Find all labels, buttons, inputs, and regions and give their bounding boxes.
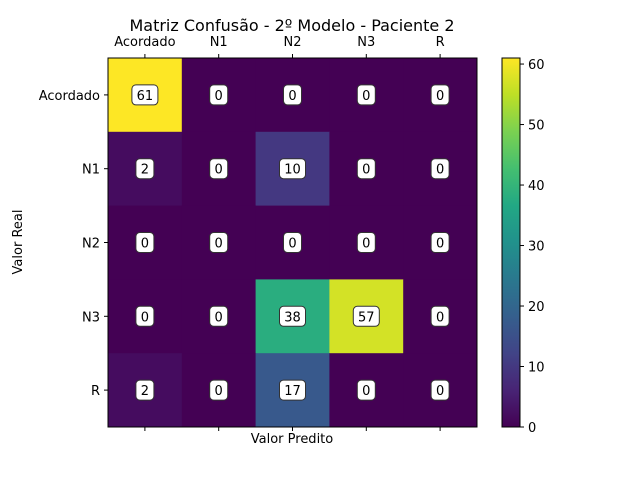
cell-label-box xyxy=(279,305,306,327)
cell-value: 0 xyxy=(141,237,149,252)
cell-value: 0 xyxy=(362,384,370,399)
cell-label-box xyxy=(356,232,376,253)
cell-label-box xyxy=(135,305,155,327)
cell-value: 0 xyxy=(288,237,296,252)
cell-label-box xyxy=(430,232,450,253)
cell-value: 0 xyxy=(362,89,370,104)
colorbar-tick-label: 0 xyxy=(528,421,536,436)
chart-title: Matriz Confusão - 2º Modelo - Paciente 2 xyxy=(129,16,454,35)
y-tick-label: Acordado xyxy=(39,89,100,104)
cell-label-box xyxy=(279,379,306,401)
cell-value: 0 xyxy=(436,384,444,399)
cell-label-box xyxy=(279,158,306,180)
cell-value: 0 xyxy=(362,163,370,178)
cell-label-box xyxy=(283,84,302,106)
y-axis-label: Valor Real xyxy=(11,210,26,275)
y-tick-label: N2 xyxy=(82,237,100,252)
cell-value: 0 xyxy=(215,310,223,325)
colorbar-tick-label: 20 xyxy=(528,300,545,315)
x-tick-label: N1 xyxy=(210,35,228,50)
cell-label-box xyxy=(135,379,155,401)
colorbar xyxy=(501,57,521,428)
cell-value: 0 xyxy=(215,384,223,399)
cell-value: 0 xyxy=(436,237,444,252)
cell-value: 0 xyxy=(436,89,444,104)
cell-label-box xyxy=(356,158,376,180)
cell-label-box xyxy=(430,379,450,401)
cell-value: 57 xyxy=(358,310,375,325)
cell-label-box xyxy=(209,232,229,253)
cell-label-box xyxy=(430,84,450,106)
cell-value: 38 xyxy=(284,310,301,325)
y-tick-label: R xyxy=(91,384,100,399)
cell-value: 61 xyxy=(137,89,154,104)
cell-value: 2 xyxy=(141,384,149,399)
cell-value: 0 xyxy=(215,163,223,178)
x-tick-label: R xyxy=(436,35,445,50)
cell-value: 17 xyxy=(284,384,301,399)
cell-label-box xyxy=(356,84,376,106)
colorbar-tick-label: 40 xyxy=(528,179,545,194)
cell-label-box xyxy=(430,158,450,180)
colorbar-ticks: 0 10 20 30 40 50 60 xyxy=(520,58,545,436)
heatmap-cells xyxy=(108,58,478,428)
colorbar-tick-label: 50 xyxy=(528,119,545,134)
colorbar-tick-label: 60 xyxy=(528,58,545,73)
cell-label-box xyxy=(430,305,450,327)
cell-value: 2 xyxy=(141,163,149,178)
x-axis-ticks: Acordado N1 N2 N3 R xyxy=(114,35,445,431)
x-tick-label: N3 xyxy=(357,35,375,50)
cell-label-box xyxy=(135,158,155,180)
cell-label-box xyxy=(209,158,229,180)
cell-label-box xyxy=(131,84,159,106)
cell-label-box xyxy=(209,84,229,106)
y-tick-label: N1 xyxy=(82,163,100,178)
cell-label-box xyxy=(352,305,380,327)
cell-label-box xyxy=(209,379,229,401)
cell-value: 0 xyxy=(362,237,370,252)
colorbar-tick-label: 30 xyxy=(528,240,545,255)
cell-value-labels: 61 0 0 0 02 0 10 0 00 0 0 0 00 0 38 57 02 0 17 0 0 xyxy=(131,84,450,401)
cell-value: 0 xyxy=(288,89,296,104)
x-tick-label: N2 xyxy=(284,35,302,50)
cell-label-box xyxy=(135,232,155,253)
cell-label-box xyxy=(356,379,376,401)
cell-value: 10 xyxy=(284,163,301,178)
y-axis-ticks: Acordado N1 N2 N3 R xyxy=(39,89,108,399)
cell-value: 0 xyxy=(436,163,444,178)
cell-value: 0 xyxy=(436,310,444,325)
cell-label-box xyxy=(283,232,302,253)
x-axis-label: Valor Predito xyxy=(251,432,334,447)
y-tick-label: N3 xyxy=(82,310,100,325)
cell-value: 0 xyxy=(215,237,223,252)
cell-label-box xyxy=(209,305,229,327)
cell-value: 0 xyxy=(141,310,149,325)
colorbar-tick-label: 10 xyxy=(528,361,545,376)
x-tick-label: Acordado xyxy=(114,35,175,50)
cell-value: 0 xyxy=(215,89,223,104)
